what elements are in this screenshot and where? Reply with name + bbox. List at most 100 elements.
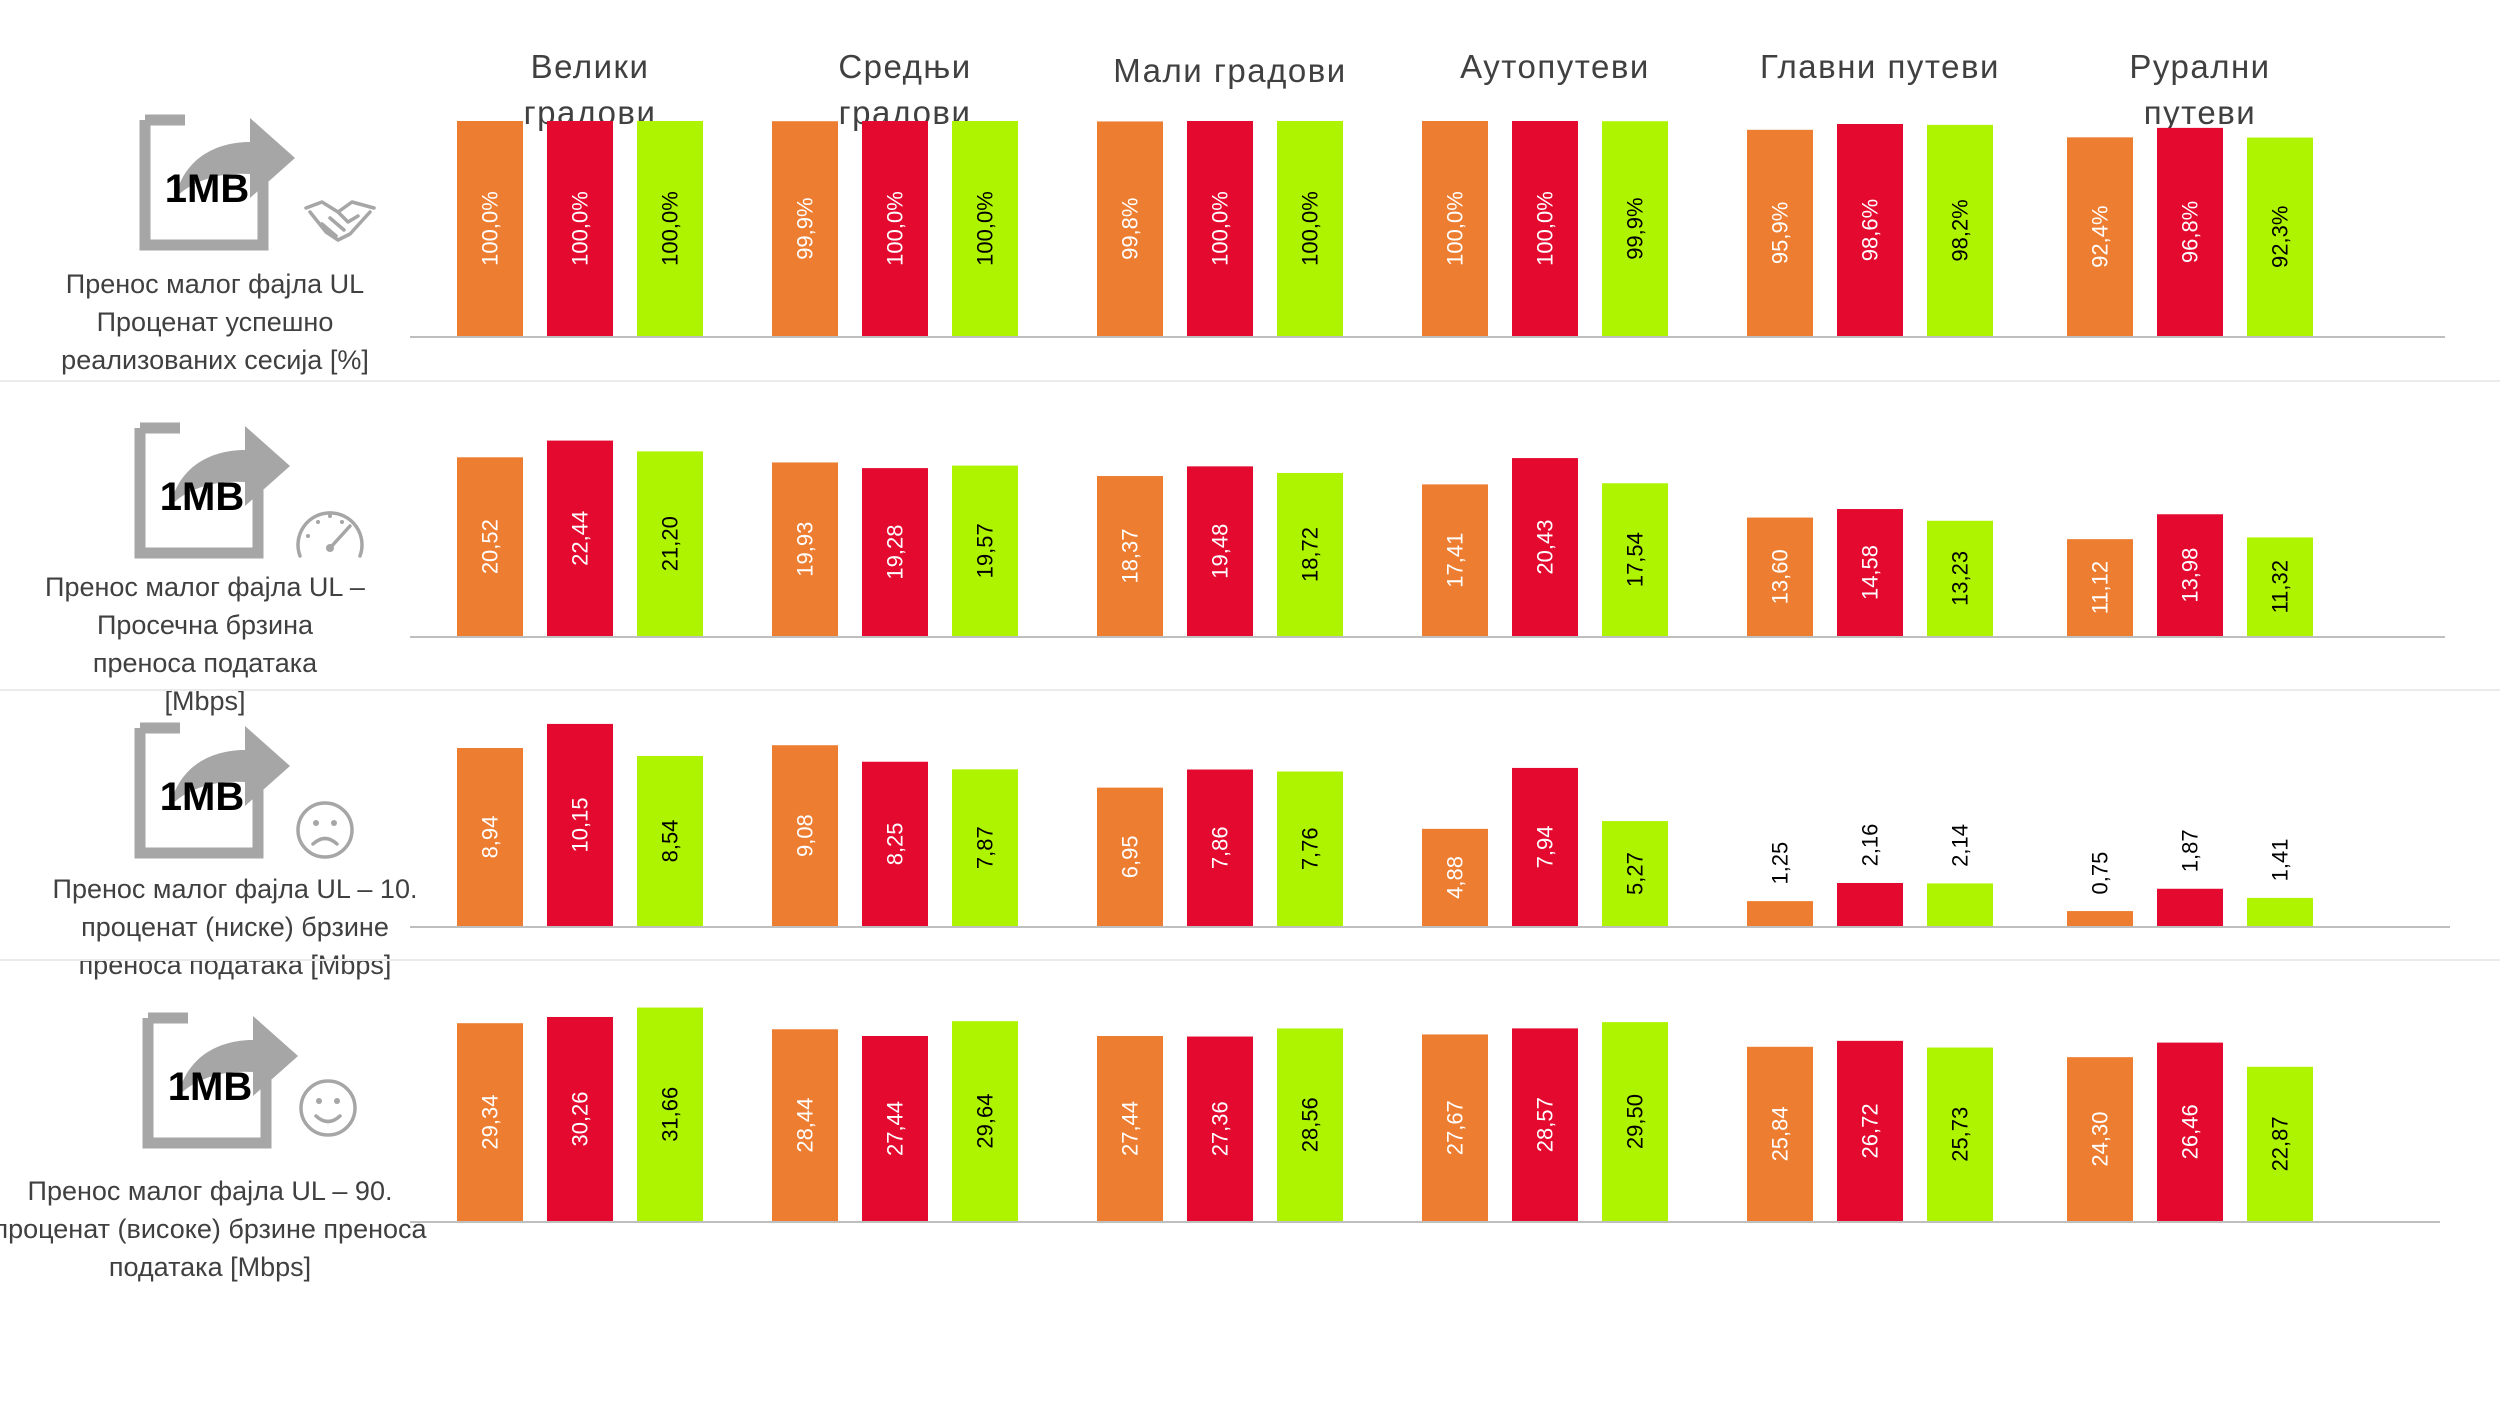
value-label: 92,4%	[2088, 205, 2113, 267]
value-label: 6,95	[1118, 835, 1143, 878]
bar	[1277, 1028, 1343, 1221]
value-label: 8,94	[478, 816, 503, 859]
metric-label: Проценат успешно	[97, 307, 334, 337]
bar	[1927, 883, 1993, 926]
bar	[1747, 517, 1813, 636]
value-label: 95,9%	[1768, 202, 1793, 264]
bar	[1187, 1036, 1253, 1221]
bar	[1602, 483, 1668, 636]
metric-label: проценат (високе) брзине преноса	[0, 1214, 428, 1244]
bar	[1837, 1040, 1903, 1221]
bar	[862, 121, 928, 336]
value-label: 25,73	[1948, 1107, 1973, 1162]
bar	[1097, 1036, 1163, 1221]
bar	[2247, 897, 2313, 926]
value-label: 92,3%	[2268, 206, 2293, 268]
bar	[1512, 1028, 1578, 1221]
value-label: 100,0%	[1298, 191, 1323, 266]
bar	[1097, 476, 1163, 636]
value-label: 7,87	[973, 826, 998, 869]
value-label: 22,87	[2268, 1116, 2293, 1171]
bar	[862, 1036, 928, 1221]
bar	[637, 121, 703, 336]
value-label: 10,15	[568, 797, 593, 852]
metric-label: Пренос малог фајла UL –	[45, 572, 365, 602]
bar	[2247, 1066, 2313, 1221]
value-label: 29,50	[1623, 1094, 1648, 1149]
value-label: 2,14	[1948, 824, 1973, 867]
file-transfer-icon: 1MB	[134, 422, 290, 559]
bar	[547, 1016, 613, 1221]
value-label: 99,8%	[1118, 198, 1143, 260]
bar	[1602, 821, 1668, 926]
metric-label: проценат (ниске) брзине	[81, 912, 389, 942]
bar	[1422, 1034, 1488, 1221]
value-label: 17,41	[1443, 533, 1468, 588]
bar	[2157, 514, 2223, 636]
category-label: Средњи	[838, 48, 971, 85]
bar	[1747, 129, 1813, 336]
bar	[1837, 882, 1903, 926]
category-label: Велики	[531, 48, 650, 85]
bar	[1602, 121, 1668, 336]
bar	[1512, 767, 1578, 926]
bar	[457, 121, 523, 336]
value-label: 11,32	[2268, 560, 2293, 613]
value-label: 26,46	[2178, 1104, 2203, 1159]
bar	[1187, 466, 1253, 636]
bar	[2067, 911, 2133, 926]
value-label: 8,25	[883, 822, 908, 865]
value-label: 19,93	[793, 522, 818, 577]
bar	[457, 457, 523, 636]
bar	[1277, 771, 1343, 926]
value-label: 7,94	[1533, 826, 1558, 869]
bar	[2157, 127, 2223, 336]
value-label: 26,72	[1858, 1103, 1883, 1158]
bar	[547, 440, 613, 636]
speedometer-icon	[296, 511, 364, 558]
value-label: 5,27	[1623, 852, 1648, 895]
file-size-label: 1MB	[160, 775, 244, 819]
file-transfer-icon: 1MB	[139, 114, 295, 251]
category-label: Мали градови	[1113, 52, 1346, 89]
bar	[1512, 121, 1578, 336]
value-label: 24,30	[2088, 1112, 2113, 1167]
bar	[1422, 121, 1488, 336]
bar	[1422, 484, 1488, 636]
bar	[1602, 1022, 1668, 1221]
value-label: 18,72	[1298, 527, 1323, 582]
value-label: 2,16	[1858, 824, 1883, 867]
value-label: 98,6%	[1858, 199, 1883, 261]
file-size-label: 1MB	[160, 475, 244, 519]
value-label: 13,60	[1768, 549, 1793, 604]
value-label: 28,57	[1533, 1097, 1558, 1152]
bar	[1512, 458, 1578, 636]
value-label: 20,52	[478, 519, 503, 574]
bar	[637, 755, 703, 926]
value-label: 98,2%	[1948, 199, 1973, 261]
value-label: 100,0%	[568, 191, 593, 266]
bar	[772, 462, 838, 636]
value-label: 13,98	[2178, 548, 2203, 603]
bar	[2067, 137, 2133, 336]
value-label: 13,23	[1948, 551, 1973, 606]
value-label: 100,0%	[1533, 191, 1558, 266]
value-label: 27,67	[1443, 1100, 1468, 1155]
value-label: 28,56	[1298, 1097, 1323, 1152]
metric-label: података [Mbps]	[109, 1252, 311, 1282]
file-transfer-icon: 1MB	[142, 1012, 298, 1149]
metric-label: Пренос малог фајла UL – 10.	[53, 874, 418, 904]
metric-label: преноса података	[93, 648, 318, 678]
value-label: 27,44	[1118, 1101, 1143, 1156]
value-label: 100,0%	[1208, 191, 1233, 266]
bar	[2067, 1057, 2133, 1221]
bar	[2157, 1042, 2223, 1221]
bar	[1187, 769, 1253, 926]
bar	[1837, 509, 1903, 636]
sad-face-icon	[296, 801, 354, 859]
bar	[547, 121, 613, 336]
file-size-label: 1MB	[168, 1065, 252, 1109]
handshake-icon	[304, 200, 376, 242]
value-label: 8,54	[658, 820, 683, 863]
metric-label: Пренос малог фајла UL – 90.	[28, 1176, 393, 1206]
